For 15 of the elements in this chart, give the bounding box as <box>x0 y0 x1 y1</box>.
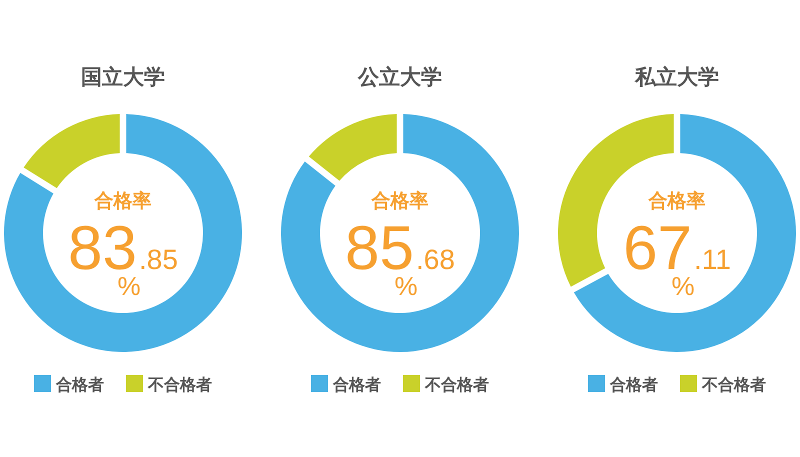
data-label: 85.68% <box>345 214 455 301</box>
text: 合格率 <box>648 190 706 212</box>
legend-label: 不合格者 <box>147 376 212 394</box>
text: 合格率 <box>370 190 428 212</box>
text: 合格率 <box>94 190 152 212</box>
legend-label: 不合格者 <box>701 376 766 394</box>
chart-title: 公立大学 <box>357 65 442 89</box>
chart-title: 私立大学 <box>634 65 719 89</box>
legend-label: 合格者 <box>332 376 381 394</box>
data-label: 67.11% <box>623 214 731 301</box>
legend-label: 合格者 <box>609 376 658 394</box>
data-label: 83.85% <box>68 214 178 301</box>
legend-label: 合格者 <box>55 376 104 394</box>
chart-title: 国立大学 <box>81 65 165 89</box>
legend-label: 不合格者 <box>424 376 489 394</box>
